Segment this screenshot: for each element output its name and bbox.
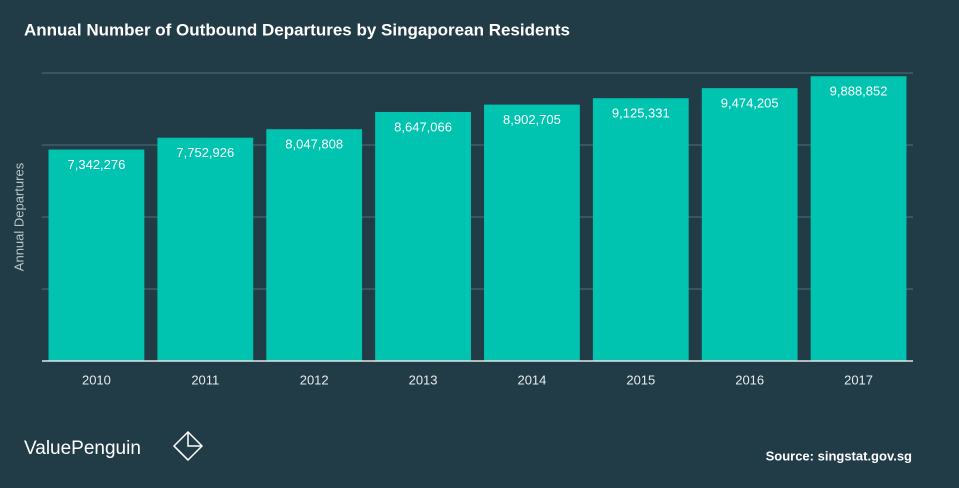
x-tick-label: 2015 bbox=[626, 372, 655, 387]
value-label: 8,902,705 bbox=[503, 112, 561, 127]
bar bbox=[810, 76, 907, 362]
bar bbox=[157, 137, 254, 361]
bar bbox=[592, 98, 689, 362]
source: Source: singstat.gov.sg bbox=[766, 448, 912, 463]
bar bbox=[701, 88, 798, 362]
x-tick-label: 2011 bbox=[191, 372, 219, 387]
bar bbox=[266, 129, 363, 361]
x-tick-label: 2010 bbox=[82, 372, 111, 387]
value-label: 7,752,926 bbox=[176, 145, 234, 160]
bar bbox=[375, 111, 471, 361]
x-tick-label: 2012 bbox=[300, 372, 329, 387]
x-tick-label: 2014 bbox=[517, 372, 546, 387]
x-tick-label: 2013 bbox=[409, 372, 438, 387]
value-label: 9,888,852 bbox=[830, 84, 888, 99]
x-tick-label: 2016 bbox=[735, 372, 764, 387]
value-label: 8,647,066 bbox=[394, 119, 452, 134]
x-tick-label: 2017 bbox=[844, 372, 873, 387]
y-axis-label: Annual Departures bbox=[11, 162, 26, 271]
bar bbox=[484, 104, 580, 361]
value-label: 9,474,205 bbox=[721, 96, 779, 111]
value-label: 9,125,331 bbox=[612, 106, 670, 121]
bar bbox=[48, 149, 145, 361]
value-label: 7,342,276 bbox=[68, 157, 126, 172]
chart-title: Annual Number of Outbound Departures by … bbox=[24, 20, 570, 39]
value-label: 8,047,808 bbox=[285, 137, 343, 152]
brand: ValuePenguin bbox=[24, 438, 141, 459]
brand-logo bbox=[172, 430, 204, 462]
